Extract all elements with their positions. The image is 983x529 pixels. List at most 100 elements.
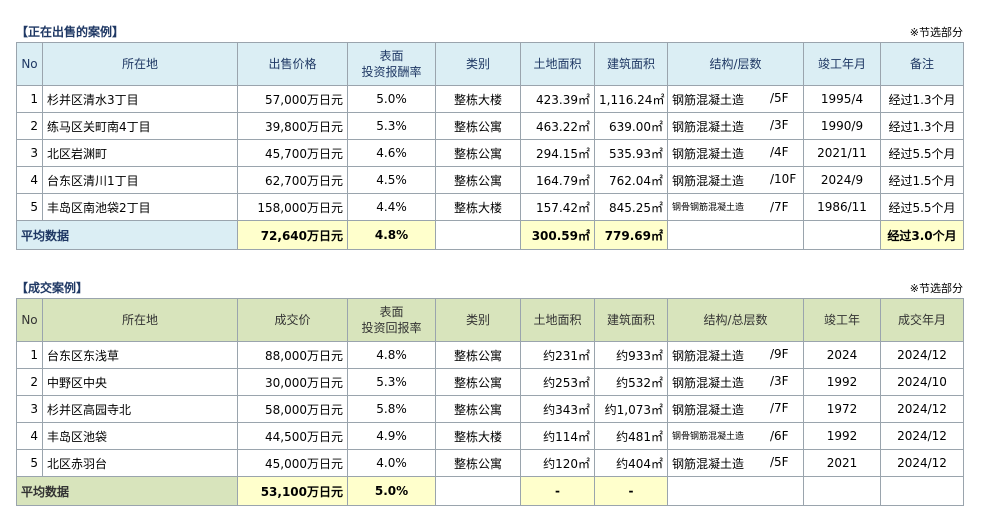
cell: 1986/11 xyxy=(803,193,881,221)
floors: /3F xyxy=(770,117,789,132)
average-remark: 经过3.0个月 xyxy=(880,220,964,250)
header-cell: 结构/层数 xyxy=(667,42,804,86)
cell: 535.93㎡ xyxy=(594,139,668,167)
floors: /7F xyxy=(770,200,789,214)
empty-cell xyxy=(435,220,521,250)
cell: 2024/10 xyxy=(880,368,964,396)
cell: 30,000万日元 xyxy=(237,368,348,396)
cell: 5.3% xyxy=(347,112,436,140)
average-building: - xyxy=(594,476,668,506)
section-note: ※节选部分 xyxy=(909,26,963,39)
cell: 约120㎡ xyxy=(520,449,595,477)
data-row: 5 北区赤羽台 45,000万日元 4.0% 整栋公寓 约120㎡ 约404㎡ 钢筋混凝土造 /… xyxy=(16,449,964,477)
cell: 4.6% xyxy=(347,139,436,167)
structure: 钢筋混凝土造/3F xyxy=(672,118,799,135)
header-line: 表面 xyxy=(379,305,404,319)
cell: 整栋大楼 xyxy=(435,422,521,450)
floors: /5F xyxy=(770,454,789,469)
cell: 4.5% xyxy=(347,166,436,194)
data-row: 3 北区岩渊町 45,700万日元 4.6% 整栋公寓 294.15㎡ 535.93㎡ 钢筋混… xyxy=(16,139,964,167)
cell: 39,800万日元 xyxy=(237,112,348,140)
structure: 钢筋混凝土造/7F xyxy=(672,401,799,418)
data-row: 4 台东区清川1丁目 62,700万日元 4.5% 整栋公寓 164.79㎡ 762.04㎡… xyxy=(16,166,964,194)
average-land: 300.59㎡ xyxy=(520,220,595,250)
header-cell: 成交价 xyxy=(237,298,348,342)
structure-cell: 钢骨钢筋混凝土造/6F xyxy=(667,422,804,450)
cell: 1 xyxy=(16,341,43,369)
cell: 1 xyxy=(16,85,43,113)
cell: 45,700万日元 xyxy=(237,139,348,167)
cell: 丰岛区池袋 xyxy=(42,422,238,450)
header-cell: 结构/总层数 xyxy=(667,298,804,342)
cell: 58,000万日元 xyxy=(237,395,348,423)
data-row: 5 丰岛区南池袋2丁目 158,000万日元 4.4% 整栋大楼 157.42㎡ 845.2… xyxy=(16,193,964,221)
cell: 台东区清川1丁目 xyxy=(42,166,238,194)
cell: 2024/12 xyxy=(880,395,964,423)
cell: 2024/12 xyxy=(880,341,964,369)
cell: 88,000万日元 xyxy=(237,341,348,369)
section-header: 【正在出售的案例】 ※节选部分 xyxy=(16,22,963,40)
header-cell: 表面 投资报酬率 xyxy=(347,42,436,86)
header-cell: 成交年月 xyxy=(880,298,964,342)
average-yield: 4.8% xyxy=(347,220,436,250)
structure-cell: 钢筋混凝土造/3F xyxy=(667,112,804,140)
header-row: No 所在地 出售价格 表面 投资报酬率 类别 土地面积 建筑面积 结构/层数 竣工年月 备注 xyxy=(16,42,964,86)
cell: 3 xyxy=(16,395,43,423)
cell: 5.0% xyxy=(347,85,436,113)
cell: 5 xyxy=(16,193,43,221)
cell: 约343㎡ xyxy=(520,395,595,423)
data-row: 1 杉并区清水3丁目 57,000万日元 5.0% 整栋大楼 423.39㎡ 1,116.2… xyxy=(16,85,964,113)
cell: 1,116.24㎡ xyxy=(594,85,668,113)
cell: 约532㎡ xyxy=(594,368,668,396)
header-cell: 竣工年 xyxy=(803,298,881,342)
section-title: 【正在出售的案例】 xyxy=(16,25,125,39)
cell: 1992 xyxy=(803,422,881,450)
cell: 2021 xyxy=(803,449,881,477)
cell: 整栋公寓 xyxy=(435,341,521,369)
cell: 整栋公寓 xyxy=(435,166,521,194)
structure-cell: 钢筋混凝土造/5F xyxy=(667,449,804,477)
cell: 4.0% xyxy=(347,449,436,477)
cell: 整栋公寓 xyxy=(435,139,521,167)
structure-type: 钢筋混凝土造 xyxy=(672,146,745,161)
cell: 中野区中央 xyxy=(42,368,238,396)
header-cell: No xyxy=(16,42,43,86)
cell: 423.39㎡ xyxy=(520,85,595,113)
header-line: 表面 xyxy=(379,49,404,63)
structure: 钢筋混凝土造/3F xyxy=(672,374,799,391)
header-row: No 所在地 成交价 表面 投资回报率 类别 土地面积 建筑面积 结构/总层数 竣工年 成交年月 xyxy=(16,298,964,342)
header-cell: 建筑面积 xyxy=(594,42,668,86)
empty-cell xyxy=(803,476,881,506)
header-cell: 土地面积 xyxy=(520,298,595,342)
cell: 3 xyxy=(16,139,43,167)
header-cell: 类别 xyxy=(435,298,521,342)
structure-cell: 钢筋混凝土造/3F xyxy=(667,368,804,396)
cell: 2024/12 xyxy=(880,449,964,477)
cell: 157.42㎡ xyxy=(520,193,595,221)
average-label: 平均数据 xyxy=(16,476,238,506)
cell: 639.00㎡ xyxy=(594,112,668,140)
cell: 4 xyxy=(16,422,43,450)
floors: /5F xyxy=(770,90,789,105)
section-note: ※节选部分 xyxy=(909,282,963,295)
average-label: 平均数据 xyxy=(16,220,238,250)
data-row: 3 杉并区高园寺北 58,000万日元 5.8% 整栋公寓 约343㎡ 约1,073㎡ 钢筋混… xyxy=(16,395,964,423)
cell: 整栋大楼 xyxy=(435,193,521,221)
structure-type: 钢筋混凝土造 xyxy=(672,119,745,134)
cell: 463.22㎡ xyxy=(520,112,595,140)
average-building: 779.69㎡ xyxy=(594,220,668,250)
header-cell: 竣工年月 xyxy=(803,42,881,86)
cell: 约1,073㎡ xyxy=(594,395,668,423)
cell: 约231㎡ xyxy=(520,341,595,369)
cell: 5.3% xyxy=(347,368,436,396)
structure-type: 钢筋混凝土造 xyxy=(672,402,745,417)
cell: 5.8% xyxy=(347,395,436,423)
structure-type: 钢筋混凝土造 xyxy=(672,92,745,107)
structure: 钢筋混凝土造/9F xyxy=(672,347,799,364)
average-land: - xyxy=(520,476,595,506)
structure-cell: 钢筋混凝土造/7F xyxy=(667,395,804,423)
structure-type: 钢筋混凝土造 xyxy=(672,348,745,363)
empty-cell xyxy=(667,476,804,506)
structure-cell: 钢筋混凝土造/9F xyxy=(667,341,804,369)
cell: 约114㎡ xyxy=(520,422,595,450)
